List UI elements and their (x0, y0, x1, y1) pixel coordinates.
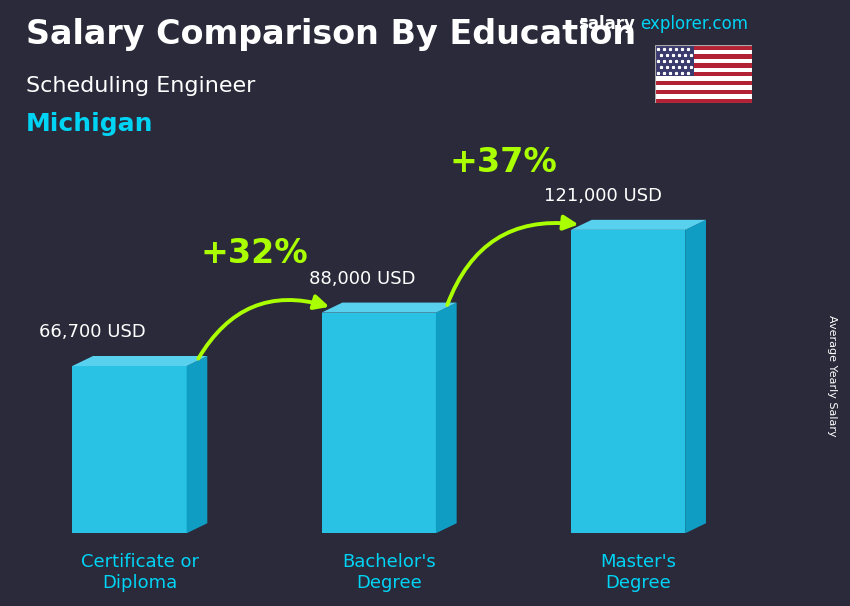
Text: Scheduling Engineer: Scheduling Engineer (26, 76, 255, 96)
Polygon shape (72, 366, 186, 533)
Text: salary: salary (578, 15, 635, 33)
Text: 88,000 USD: 88,000 USD (309, 270, 416, 287)
Bar (654, 55, 752, 59)
Text: 66,700 USD: 66,700 USD (38, 323, 145, 341)
Polygon shape (72, 356, 207, 366)
Bar (654, 81, 752, 85)
Text: +37%: +37% (450, 146, 558, 179)
Text: explorer.com: explorer.com (640, 15, 748, 33)
Polygon shape (186, 356, 207, 533)
Polygon shape (321, 302, 456, 313)
Bar (654, 63, 752, 68)
Text: Average Yearly Salary: Average Yearly Salary (827, 315, 837, 436)
FancyArrowPatch shape (198, 296, 326, 359)
Polygon shape (571, 220, 706, 230)
Bar (654, 59, 752, 63)
Polygon shape (571, 230, 685, 533)
Text: Michigan: Michigan (26, 112, 153, 136)
Text: 121,000 USD: 121,000 USD (544, 187, 662, 205)
Bar (654, 45, 752, 50)
Bar (654, 50, 752, 55)
Text: Salary Comparison By Education: Salary Comparison By Education (26, 18, 636, 51)
Bar (654, 68, 752, 72)
Polygon shape (321, 313, 436, 533)
Text: Master's
Degree: Master's Degree (600, 553, 677, 592)
Bar (654, 99, 752, 103)
Polygon shape (436, 302, 456, 533)
Bar (654, 76, 752, 81)
Text: Certificate or
Diploma: Certificate or Diploma (81, 553, 199, 592)
Text: Bachelor's
Degree: Bachelor's Degree (343, 553, 436, 592)
Bar (654, 94, 752, 99)
Polygon shape (685, 220, 706, 533)
Text: +32%: +32% (201, 238, 308, 270)
Bar (654, 72, 752, 76)
Bar (654, 45, 694, 76)
FancyArrowPatch shape (447, 216, 575, 305)
Bar (654, 90, 752, 94)
Bar (654, 85, 752, 90)
